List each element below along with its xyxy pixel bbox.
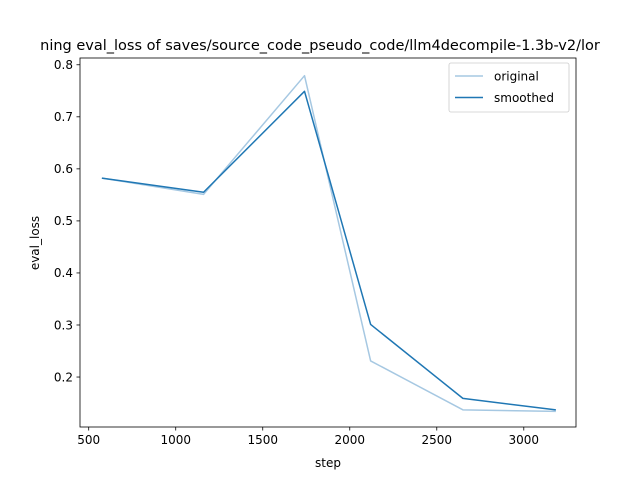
y-tick-label: 0.4 [54,266,73,280]
x-tick-label: 1000 [160,433,191,447]
y-tick-label: 0.8 [54,58,73,72]
x-tick-label: 1500 [247,433,278,447]
y-axis-label: eval_loss [28,216,42,270]
chart-title: ning eval_loss of saves/source_code_pseu… [40,38,600,54]
x-tick-label: 2000 [334,433,365,447]
axes-frame [79,57,577,428]
legend-label-smoothed: smoothed [494,91,554,105]
y-tick-label: 0.6 [54,162,73,176]
plot-area [79,57,577,428]
x-axis: 500 1000 1500 2000 2500 3000 [77,427,539,447]
y-tick-label: 0.7 [54,110,73,124]
x-axis-label: step [315,456,341,470]
y-axis: 0.2 0.3 0.4 0.5 0.6 0.7 0.8 [54,58,80,384]
series-line-original [101,74,556,413]
y-tick-label: 0.5 [54,214,73,228]
legend: original smoothed [448,62,570,113]
x-tick-label: 3000 [509,433,540,447]
y-tick-label: 0.2 [54,370,73,384]
series-line-smoothed [101,90,556,411]
x-tick-label: 500 [77,433,100,447]
x-tick-label: 2500 [421,433,452,447]
legend-label-original: original [494,69,539,83]
y-tick-label: 0.3 [54,318,73,332]
